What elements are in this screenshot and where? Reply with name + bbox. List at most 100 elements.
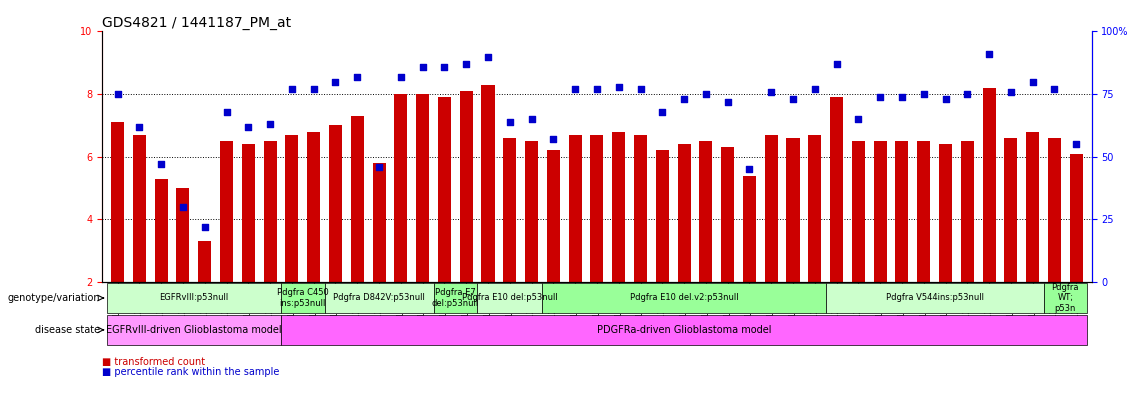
Bar xyxy=(699,141,713,282)
Point xyxy=(1002,88,1020,95)
Bar xyxy=(896,141,908,282)
Text: EGFRvIII-driven Glioblastoma model: EGFRvIII-driven Glioblastoma model xyxy=(106,325,282,335)
FancyBboxPatch shape xyxy=(1044,283,1087,313)
Text: EGFRvIII:p53null: EGFRvIII:p53null xyxy=(159,294,229,303)
FancyBboxPatch shape xyxy=(433,283,478,313)
Text: Pdgfra C450
ins:p53null: Pdgfra C450 ins:p53null xyxy=(277,288,329,308)
Point xyxy=(871,94,889,100)
Bar xyxy=(656,151,669,282)
Text: ■ transformed count: ■ transformed count xyxy=(102,358,206,367)
Text: Pdgfra E10 del:p53null: Pdgfra E10 del:p53null xyxy=(462,294,557,303)
Bar xyxy=(1070,154,1082,282)
Bar xyxy=(678,144,690,282)
Point xyxy=(675,96,694,102)
Text: disease state: disease state xyxy=(35,325,100,335)
FancyBboxPatch shape xyxy=(107,314,281,345)
Point xyxy=(370,163,388,170)
Bar xyxy=(1027,132,1039,282)
Point xyxy=(305,86,323,92)
Point xyxy=(631,86,649,92)
Bar xyxy=(350,116,364,282)
Point xyxy=(326,79,345,85)
Bar xyxy=(590,135,604,282)
Text: genotype/variation: genotype/variation xyxy=(8,293,100,303)
Point xyxy=(937,96,955,102)
Point xyxy=(348,73,366,80)
Point xyxy=(958,91,977,97)
Point xyxy=(479,53,497,60)
Point xyxy=(740,166,758,173)
FancyBboxPatch shape xyxy=(542,283,825,313)
Text: ■ percentile rank within the sample: ■ percentile rank within the sample xyxy=(102,367,280,377)
Bar xyxy=(547,151,559,282)
Point xyxy=(783,96,802,102)
Bar xyxy=(373,163,385,282)
Bar xyxy=(873,141,887,282)
Bar xyxy=(1048,138,1061,282)
Bar xyxy=(568,135,582,282)
Point xyxy=(283,86,301,92)
Point xyxy=(697,91,715,97)
Bar xyxy=(176,188,190,282)
Bar xyxy=(155,179,167,282)
Bar xyxy=(918,141,930,282)
Bar xyxy=(242,144,255,282)
Bar xyxy=(830,97,844,282)
Bar xyxy=(264,141,276,282)
Point xyxy=(719,99,737,105)
Point xyxy=(914,91,932,97)
Bar xyxy=(395,94,407,282)
Bar xyxy=(742,176,756,282)
Bar xyxy=(1004,138,1018,282)
Bar xyxy=(852,141,865,282)
Bar xyxy=(111,122,124,282)
Bar xyxy=(982,88,996,282)
Text: Pdgfra E7
del:p53null: Pdgfra E7 del:p53null xyxy=(432,288,479,308)
Bar xyxy=(504,138,516,282)
Bar xyxy=(765,135,778,282)
Bar xyxy=(438,97,451,282)
Bar xyxy=(329,125,342,282)
Point xyxy=(653,108,671,115)
Point xyxy=(108,91,126,97)
Bar xyxy=(481,85,495,282)
Point xyxy=(152,161,171,167)
Bar xyxy=(525,141,538,282)
Bar xyxy=(939,144,952,282)
Point xyxy=(893,94,911,100)
Text: Pdgfra
WT;
p53n: Pdgfra WT; p53n xyxy=(1052,283,1079,313)
Point xyxy=(545,136,563,142)
Point xyxy=(196,224,214,230)
Text: Pdgfra D842V:p53null: Pdgfra D842V:p53null xyxy=(333,294,425,303)
FancyBboxPatch shape xyxy=(281,283,324,313)
Point xyxy=(392,73,410,80)
FancyBboxPatch shape xyxy=(825,283,1044,313)
Point xyxy=(980,51,998,57)
Bar xyxy=(961,141,974,282)
Point xyxy=(217,108,235,115)
Point xyxy=(588,86,606,92)
Point xyxy=(849,116,868,122)
Point xyxy=(806,86,824,92)
Text: GDS4821 / 1441187_PM_at: GDS4821 / 1441187_PM_at xyxy=(102,17,291,30)
FancyBboxPatch shape xyxy=(478,283,542,313)
Point xyxy=(1068,141,1086,147)
Point xyxy=(457,61,475,67)
Bar xyxy=(198,241,211,282)
Bar xyxy=(416,94,429,282)
Point xyxy=(500,119,518,125)
Point xyxy=(609,83,628,90)
Point xyxy=(414,63,432,70)
Point xyxy=(435,63,454,70)
Point xyxy=(1023,79,1041,85)
Text: PDGFRa-driven Glioblastoma model: PDGFRa-driven Glioblastoma model xyxy=(597,325,771,335)
Point xyxy=(828,61,846,67)
Point xyxy=(174,204,192,210)
Bar xyxy=(612,132,625,282)
Bar xyxy=(307,132,321,282)
Text: Pdgfra E10 del.v2:p53null: Pdgfra E10 del.v2:p53null xyxy=(630,294,738,303)
Point xyxy=(239,123,257,130)
Point xyxy=(566,86,584,92)
FancyBboxPatch shape xyxy=(324,283,433,313)
Bar xyxy=(285,135,298,282)
